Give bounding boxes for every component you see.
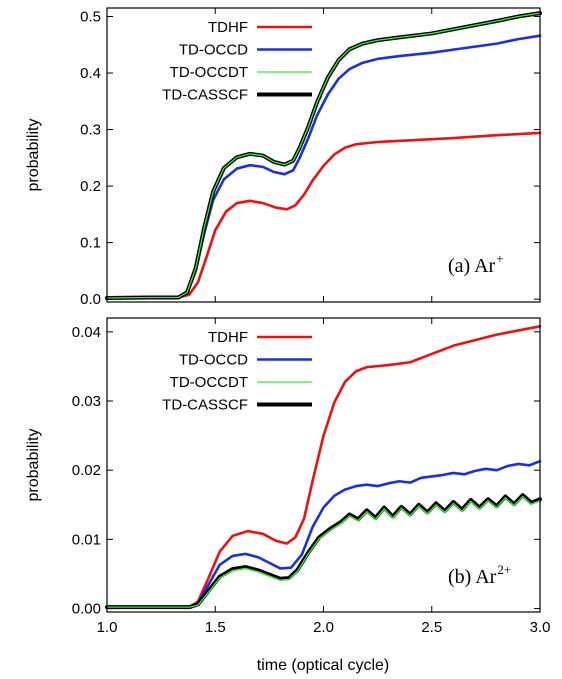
legend-label: TD-OCCDT	[170, 374, 248, 391]
y-axis-label: probability	[25, 429, 42, 502]
x-tick-label: 1.5	[205, 619, 226, 636]
y-tick-label: 0.03	[72, 393, 101, 410]
panel-annotation: (b) Ar	[448, 566, 497, 588]
legend-label: TDHF	[208, 19, 248, 36]
y-tick-label: 0.2	[80, 178, 101, 195]
x-tick-label: 3.0	[530, 619, 551, 636]
y-tick-label: 0.01	[72, 531, 101, 548]
x-tick-label: 2.0	[313, 619, 334, 636]
panel-a: 0.0 0.1 0.2 0.3 0.4 0.5 probability TDHF TD-OCCD…	[25, 7, 542, 308]
legend-label: TDHF	[208, 329, 248, 346]
legend-label: TD-OCCD	[179, 352, 248, 369]
panel-annotation-superscript: 2+	[497, 562, 511, 577]
panel-b: 1.0 1.5 2.0 2.5 3.0 0.00 0.01 0.02 0.03 0.04 proba…	[25, 317, 551, 636]
legend-label: TD-OCCDT	[170, 64, 248, 81]
legend-label: TD-OCCD	[179, 42, 248, 59]
legend-label: TD-CASSCF	[162, 87, 248, 104]
panel-annotation-superscript: +	[496, 251, 503, 266]
y-tick-label: 0.04	[72, 324, 101, 341]
y-tick-label: 0.5	[80, 8, 101, 25]
panel-annotation: (a) Ar	[448, 255, 496, 277]
series-line-tdhf	[105, 325, 542, 609]
series-line-td-occdt	[106, 495, 541, 608]
x-axis-label: time (optical cycle)	[257, 657, 389, 674]
series-line-tdhf	[105, 131, 542, 300]
x-tick-label: 1.0	[97, 619, 118, 636]
y-axis-label: probability	[25, 119, 42, 192]
series-line-td-casscf	[105, 493, 542, 610]
y-tick-label: 0.02	[72, 462, 101, 479]
series-line-td-occd	[105, 459, 542, 609]
y-tick-label: 0.00	[72, 601, 101, 618]
x-tick-label: 2.5	[421, 619, 442, 636]
y-tick-label: 0.0	[80, 291, 101, 308]
y-tick-label: 0.3	[80, 122, 101, 139]
legend-label: TD-CASSCF	[162, 397, 248, 414]
y-tick-label: 0.1	[80, 235, 101, 252]
y-tick-label: 0.4	[80, 65, 101, 82]
series-line-td-occdt	[106, 12, 541, 299]
